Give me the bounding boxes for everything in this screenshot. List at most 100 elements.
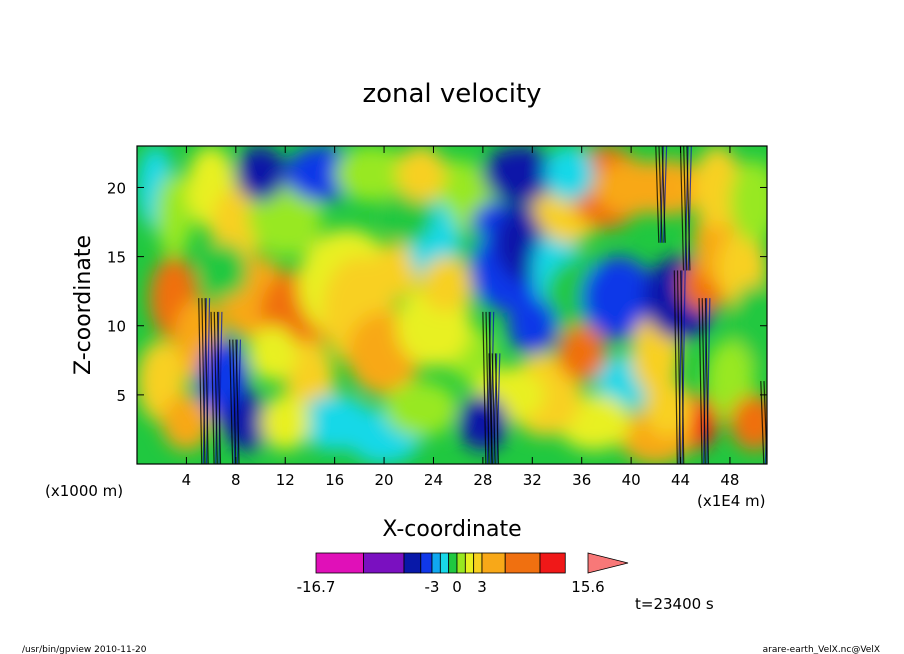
field-region	[260, 394, 310, 451]
x-axis-label: X-coordinate	[382, 517, 521, 542]
contour-streak	[210, 311, 215, 464]
x-tick-label: 12	[276, 471, 295, 489]
contour-streak	[680, 270, 685, 464]
time-label: t=23400 s	[635, 595, 714, 613]
contour-streak	[482, 311, 487, 464]
field-region	[729, 159, 767, 243]
field-region	[396, 146, 446, 202]
colorbar-label-min: -16.7	[297, 578, 336, 596]
contour-streak	[701, 298, 706, 464]
contour-streak	[658, 146, 663, 243]
contour-streak	[488, 353, 493, 464]
footer-left: /usr/bin/gpview 2010-11-20	[22, 645, 147, 654]
colorbar-segment	[439, 552, 450, 574]
contour-streak	[494, 353, 500, 464]
contour-streak	[673, 270, 678, 464]
x-tick-label: 28	[473, 471, 492, 489]
field-region	[507, 298, 557, 354]
x-unit-right: (x1E4 m)	[697, 492, 766, 510]
y-tick-label: 5	[116, 387, 126, 405]
x-tick-label: 44	[671, 471, 690, 489]
colorbar-segment	[504, 552, 541, 574]
field-region	[581, 256, 656, 340]
y-axis: 5 10 15 20	[107, 179, 767, 405]
x-unit-left: (x1000 m)	[45, 482, 123, 500]
contour-streak	[216, 311, 222, 464]
contour-streak	[661, 146, 666, 243]
x-tick-label: 40	[622, 471, 641, 489]
field-region	[248, 325, 298, 382]
velocity-field	[137, 146, 767, 464]
contour-streak	[704, 298, 710, 464]
colorbar-label-max: 15.6	[571, 578, 604, 596]
colorbar-segment	[315, 552, 364, 574]
x-tick-label: 48	[720, 471, 739, 489]
field-region	[458, 394, 508, 451]
field-region	[155, 173, 193, 257]
field-region	[198, 242, 249, 299]
field-region	[235, 146, 286, 202]
field-region	[729, 394, 767, 451]
field-region	[643, 381, 693, 437]
field-region	[371, 242, 422, 299]
x-tick-label: 20	[375, 471, 394, 489]
colorbar-segment	[420, 552, 433, 574]
colorbar-tick-labels: -16.7 -3 0 3 15.6	[297, 578, 605, 596]
field-region	[557, 325, 607, 382]
contour-streak	[235, 339, 240, 464]
x-tick-label: 36	[572, 471, 591, 489]
field-region	[544, 146, 595, 202]
field-region	[384, 187, 434, 243]
colorbar-segment	[473, 552, 483, 574]
footer-right: arare-earth_VelX.nc@VelX	[763, 645, 880, 654]
field-region	[692, 146, 743, 229]
colorbar-label-zero: 0	[452, 578, 462, 596]
contour-streak	[201, 298, 206, 464]
colorbar-extension-arrow	[587, 552, 629, 574]
colorbar-segment	[403, 552, 422, 574]
y-tick-label: 10	[107, 318, 126, 336]
field-region	[421, 256, 471, 312]
plot-area	[137, 146, 772, 464]
contour-streak	[769, 381, 772, 464]
x-tick-label: 8	[231, 471, 241, 489]
field-region	[334, 146, 409, 202]
contour-streak	[698, 298, 703, 464]
colorbar	[315, 552, 629, 574]
contour-streak	[229, 339, 234, 464]
contour-streak	[485, 311, 490, 464]
contour-streak	[676, 270, 682, 464]
y-tick-label: 20	[107, 179, 126, 197]
colorbar-segment	[448, 552, 458, 574]
colorbar-segment	[464, 552, 475, 574]
colorbar-segment	[481, 552, 506, 574]
x-tick-label: 16	[325, 471, 344, 489]
contour-streak	[655, 146, 660, 243]
dense-contour-bands	[198, 146, 772, 464]
contour-streak	[491, 353, 496, 464]
chart-title: zonal velocity	[362, 79, 541, 109]
y-axis-label: Z-coordinate	[71, 235, 96, 375]
contour-streak	[766, 381, 767, 393]
x-tick-label: 32	[523, 471, 542, 489]
contour-streak	[232, 339, 237, 464]
contour-streak	[683, 146, 688, 271]
colorbar-segment	[539, 552, 566, 574]
field-region	[161, 394, 212, 451]
x-axis: 4 8 12 16 20 24 28 32 36 40 44 48	[182, 146, 739, 489]
y-tick-label: 15	[107, 249, 126, 267]
x-tick-label: 24	[424, 471, 443, 489]
field-region	[482, 146, 557, 202]
colorbar-segment	[456, 552, 466, 574]
field-region	[384, 381, 459, 437]
colorbar-segment	[363, 552, 405, 574]
contour-streak	[213, 311, 218, 464]
x-tick-label: 4	[182, 471, 192, 489]
contour-streak	[679, 146, 685, 271]
plot-frame	[136, 145, 768, 465]
contour-streak	[686, 146, 691, 271]
contour-streak	[198, 298, 203, 464]
colorbar-label-neg3: -3	[425, 578, 440, 596]
colorbar-label-pos3: 3	[477, 578, 487, 596]
